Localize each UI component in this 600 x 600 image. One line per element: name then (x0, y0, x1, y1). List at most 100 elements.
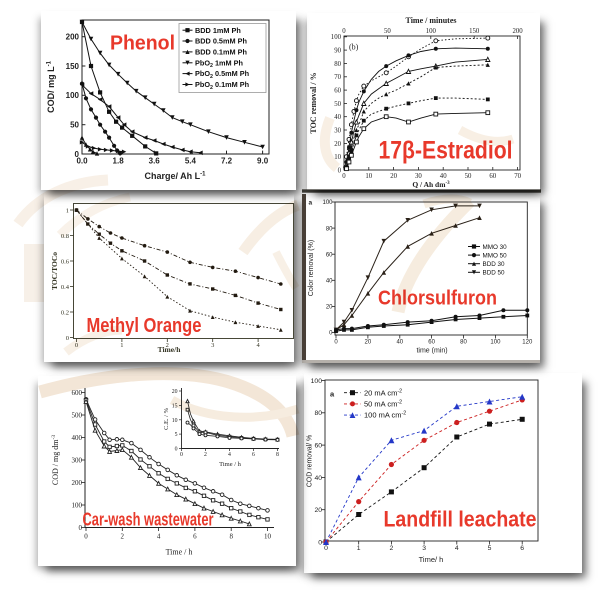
svg-text:100: 100 (490, 340, 501, 346)
svg-text:1: 1 (66, 207, 69, 214)
svg-text:MMO 50: MMO 50 (483, 252, 508, 259)
svg-text:MMO 30: MMO 30 (483, 244, 508, 251)
svg-text:BDD 30: BDD 30 (483, 261, 506, 268)
svg-text:2: 2 (121, 533, 125, 541)
svg-text:Time / h: Time / h (219, 461, 242, 468)
svg-text:50: 50 (465, 173, 472, 180)
svg-text:100: 100 (311, 378, 323, 385)
svg-text:3.6: 3.6 (149, 157, 161, 166)
svg-text:Q / Ah dm-3: Q / Ah dm-3 (412, 180, 450, 189)
svg-text:20: 20 (390, 173, 397, 180)
svg-text:0: 0 (75, 150, 80, 159)
svg-text:COD/ mg L-1: COD/ mg L-1 (46, 60, 56, 112)
svg-text:0.2: 0.2 (61, 309, 69, 316)
svg-text:0: 0 (324, 545, 328, 552)
svg-text:5: 5 (488, 545, 492, 552)
svg-text:BDD 0.1mM Ph: BDD 0.1mM Ph (195, 48, 247, 57)
svg-text:0: 0 (342, 173, 346, 180)
svg-text:2: 2 (390, 545, 394, 552)
svg-text:TOC removal / %: TOC removal / % (309, 72, 318, 133)
svg-text:2: 2 (204, 452, 207, 458)
svg-text:8: 8 (276, 452, 279, 458)
svg-text:10: 10 (264, 533, 272, 541)
svg-text:COD / mg dm-3: COD / mg dm-3 (51, 435, 60, 485)
svg-text:6: 6 (520, 545, 524, 552)
svg-text:Phenol: Phenol (110, 32, 175, 54)
svg-text:BDD 1mM Ph: BDD 1mM Ph (195, 26, 241, 35)
svg-text:0: 0 (75, 342, 78, 349)
svg-text:20: 20 (326, 305, 333, 311)
svg-text:100: 100 (72, 502, 83, 510)
svg-text:40: 40 (440, 173, 447, 180)
svg-text:40: 40 (396, 340, 403, 346)
svg-text:80: 80 (326, 226, 333, 232)
svg-text:60: 60 (314, 443, 322, 450)
svg-text:(b): (b) (349, 43, 359, 52)
svg-text:80: 80 (314, 410, 322, 417)
svg-text:40: 40 (334, 114, 341, 121)
svg-text:0: 0 (84, 533, 88, 541)
svg-text:6: 6 (193, 533, 197, 541)
svg-text:4: 4 (455, 545, 459, 552)
svg-text:C.E. / %: C.E. / % (163, 407, 170, 430)
svg-text:Landfill leachate: Landfill leachate (384, 506, 537, 531)
svg-text:20 mA cm-2: 20 mA cm-2 (364, 388, 402, 397)
svg-text:30: 30 (415, 173, 422, 180)
svg-text:20: 20 (314, 507, 322, 514)
svg-text:BDD 0.5mM Ph: BDD 0.5mM Ph (195, 37, 247, 46)
svg-text:17β-Estradiol: 17β-Estradiol (379, 136, 513, 164)
svg-text:80: 80 (460, 340, 467, 346)
svg-text:0: 0 (329, 331, 333, 337)
svg-text:100: 100 (322, 200, 333, 206)
svg-text:BDD 50: BDD 50 (483, 270, 506, 277)
svg-text:100 mA cm-2: 100 mA cm-2 (364, 411, 406, 420)
svg-text:Time / minutes: Time / minutes (406, 16, 457, 25)
svg-text:4: 4 (228, 452, 231, 458)
svg-text:5.4: 5.4 (185, 157, 197, 166)
svg-text:30: 30 (334, 127, 341, 134)
svg-text:Car-wash wastewater: Car-wash wastewater (83, 510, 214, 530)
svg-text:10: 10 (334, 154, 341, 161)
svg-text:80: 80 (334, 61, 341, 68)
svg-text:50: 50 (70, 121, 79, 130)
svg-text:4: 4 (256, 342, 260, 349)
svg-text:a: a (309, 200, 313, 207)
svg-text:600: 600 (72, 389, 83, 397)
svg-text:0.0: 0.0 (76, 157, 88, 166)
svg-text:0: 0 (318, 539, 322, 546)
svg-text:60: 60 (428, 340, 435, 346)
svg-text:1: 1 (357, 545, 361, 552)
svg-text:PbO2 1mM Ph: PbO2 1mM Ph (195, 58, 243, 69)
svg-text:100: 100 (426, 28, 437, 35)
svg-text:100: 100 (331, 34, 342, 41)
svg-text:1.8: 1.8 (113, 157, 125, 166)
svg-text:Time/ h: Time/ h (419, 555, 444, 564)
svg-text:90: 90 (334, 48, 341, 55)
svg-text:15: 15 (172, 403, 178, 409)
svg-text:40: 40 (314, 475, 322, 482)
svg-text:8: 8 (229, 533, 233, 541)
svg-text:120: 120 (522, 340, 533, 346)
svg-text:Chlorsulfuron: Chlorsulfuron (378, 287, 497, 310)
svg-text:9.0: 9.0 (257, 157, 269, 166)
svg-text:50 mA cm-2: 50 mA cm-2 (364, 400, 402, 409)
svg-text:70: 70 (514, 173, 521, 180)
svg-text:200: 200 (512, 28, 523, 35)
svg-text:40: 40 (326, 279, 333, 285)
svg-text:200: 200 (66, 33, 80, 42)
svg-text:60: 60 (326, 252, 333, 258)
svg-text:COD removal/ %: COD removal/ % (307, 435, 314, 488)
svg-text:2: 2 (166, 342, 169, 349)
svg-text:Charge/ Ah L-1: Charge/ Ah L-1 (144, 171, 206, 181)
svg-text:0: 0 (79, 524, 83, 532)
svg-text:20: 20 (172, 389, 178, 395)
svg-text:Color removal (%): Color removal (%) (308, 240, 315, 296)
svg-text:50: 50 (384, 28, 391, 35)
svg-text:500: 500 (72, 412, 83, 420)
svg-text:3: 3 (211, 342, 214, 349)
svg-text:70: 70 (334, 74, 341, 81)
svg-text:0.8: 0.8 (61, 233, 69, 240)
svg-text:0: 0 (338, 167, 342, 174)
svg-text:0.4: 0.4 (61, 284, 70, 291)
svg-text:150: 150 (469, 28, 480, 35)
